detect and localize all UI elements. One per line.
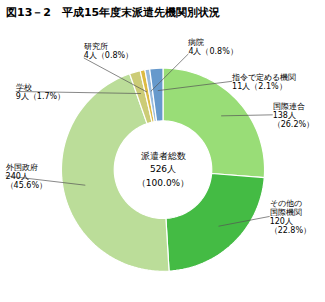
svg-text:（100.0%）: （100.0%） bbox=[137, 178, 189, 188]
svg-text:その他の国際機関120人（22.8%）: その他の国際機関120人（22.8%） bbox=[270, 199, 311, 236]
svg-text:外国政府240人（45.6%）: 外国政府240人（45.6%） bbox=[6, 163, 47, 190]
svg-text:526人: 526人 bbox=[150, 164, 176, 174]
svg-text:病院4人（0.8%）: 病院4人（0.8%） bbox=[188, 38, 237, 56]
svg-text:研究所4人（0.8%）: 研究所4人（0.8%） bbox=[84, 42, 133, 60]
svg-text:学校9人（1.7%）: 学校9人（1.7%） bbox=[16, 83, 65, 101]
svg-text:指令で定める機関11人（2.1%）: 指令で定める機関11人（2.1%） bbox=[231, 73, 296, 91]
svg-text:派遣者総数: 派遣者総数 bbox=[141, 151, 186, 161]
svg-text:国際連合138人（26.2%）: 国際連合138人（26.2%） bbox=[273, 102, 314, 129]
html-text:図13－2 平成15年度末派遣先機関別状況: 図13－2 平成15年度末派遣先機関別状況 bbox=[6, 6, 221, 19]
